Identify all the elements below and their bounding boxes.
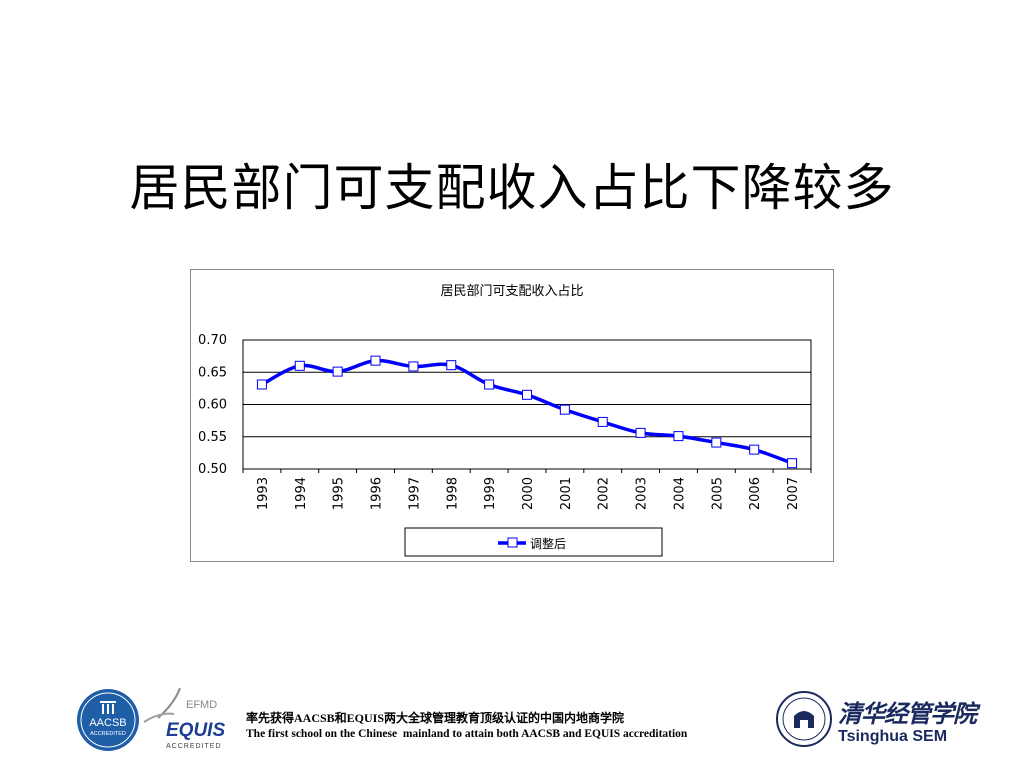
x-tick-label: 2004 (672, 477, 687, 510)
data-point (673, 431, 684, 442)
data-point (408, 361, 419, 372)
x-tick-label: 2007 (786, 477, 801, 510)
aacsb-logo-sub: ACCREDITED (90, 731, 126, 737)
x-tick-label: 1997 (407, 477, 422, 510)
data-point (635, 427, 646, 438)
tsinghua-seal-logo (776, 691, 832, 747)
footer-text: 率先获得AACSB和EQUIS两大全球管理教育顶级认证的中国内地商学院 The … (246, 710, 687, 742)
tsinghua-sem-cn: 清华经管学院 (838, 699, 977, 728)
x-tick-label: 2000 (521, 477, 536, 510)
data-point (787, 458, 798, 469)
equis-label: EQUIS (166, 720, 225, 741)
data-point (332, 366, 343, 377)
y-tick-label: 0.50 (198, 462, 227, 477)
y-tick-label: 0.55 (198, 430, 227, 445)
data-point (484, 379, 495, 390)
data-point (294, 360, 305, 371)
footer: AACSB ACCREDITED EFMD EQUIS ACCREDITED 率… (0, 680, 1024, 768)
chart-title: 居民部门可支配收入占比 (440, 284, 583, 299)
x-tick-label: 2006 (748, 477, 763, 510)
x-tick-label: 2003 (635, 477, 650, 510)
x-tick-label: 1995 (332, 477, 347, 510)
footer-text-cn: 率先获得AACSB和EQUIS两大全球管理教育顶级认证的中国内地商学院 (246, 711, 625, 725)
data-point (370, 355, 381, 366)
x-tick-label: 2001 (559, 477, 574, 510)
data-point (559, 404, 570, 415)
y-tick-label: 0.65 (198, 365, 227, 380)
footer-text-en: The first school on the Chinese mainland… (246, 728, 688, 740)
data-point (446, 360, 457, 371)
x-tick-label: 1994 (294, 477, 309, 510)
equis-logo: EFMD EQUIS ACCREDITED (143, 687, 225, 750)
data-point (256, 379, 267, 390)
line-chart: 居民部门可支配收入占比 0.70 0.65 0.60 0.55 0.50 1993 1994… (198, 284, 812, 557)
equis-sub: ACCREDITED (166, 743, 222, 750)
data-point (597, 416, 608, 427)
x-tick-label: 1999 (483, 477, 498, 510)
y-tick-label: 0.60 (198, 398, 227, 413)
x-tick-label: 1998 (445, 477, 460, 510)
aacsb-logo-label: AACSB (89, 717, 126, 729)
x-tick-label: 2005 (710, 477, 725, 510)
efmd-label: EFMD (186, 699, 217, 711)
data-point (749, 444, 760, 455)
tsinghua-sem-en: Tsinghua SEM (838, 728, 948, 745)
x-tick-label: 1996 (370, 477, 385, 510)
x-tick-label: 2002 (597, 477, 612, 510)
legend-label-adjusted: 调整后 (530, 536, 566, 551)
slide-title: 居民部门可支配收入占比下降较多 (129, 159, 895, 217)
data-point (711, 437, 722, 448)
y-tick-label: 0.70 (198, 333, 227, 348)
chart-frame: 居民部门可支配收入占比 0.70 0.65 0.60 0.55 0.50 1993 1994… (190, 269, 834, 562)
legend: 调整后 (404, 527, 663, 557)
x-tick-label: 1993 (256, 477, 271, 510)
aacsb-logo: AACSB ACCREDITED (77, 689, 139, 751)
data-point (522, 389, 532, 400)
